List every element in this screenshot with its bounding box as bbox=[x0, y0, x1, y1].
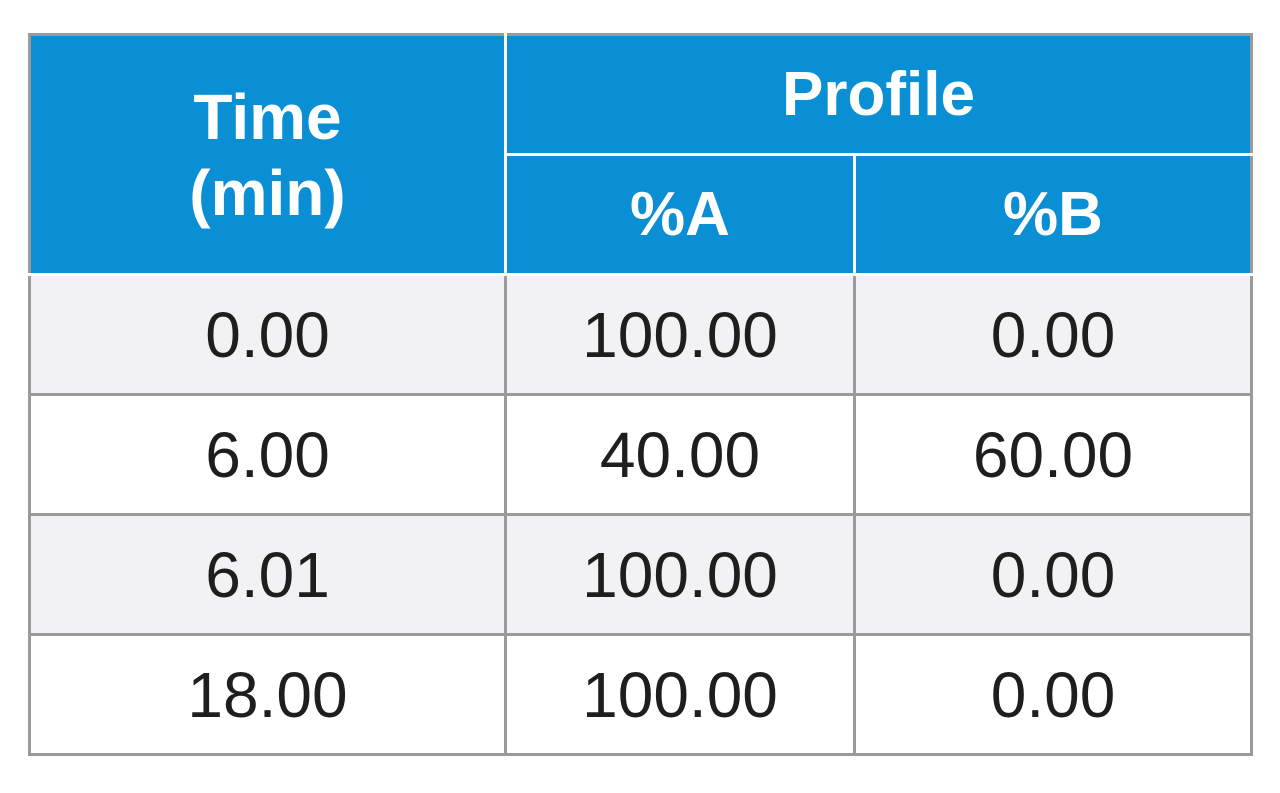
cell-time: 18.00 bbox=[28, 633, 507, 756]
header-row-2: %A %B bbox=[30, 153, 1253, 276]
table-row: 6.01 100.00 0.00 bbox=[28, 513, 1253, 636]
cell-percent-b: 0.00 bbox=[853, 633, 1253, 756]
table-header: Time (min) Profile %A %B bbox=[28, 33, 1253, 276]
header-time: Time (min) bbox=[28, 33, 507, 276]
header-percent-a: %A bbox=[504, 153, 856, 276]
header-time-unit: (min) bbox=[189, 156, 346, 229]
cell-percent-a: 100.00 bbox=[504, 513, 856, 636]
table-body: 0.00 100.00 0.00 6.00 40.00 60.00 6.01 1… bbox=[28, 273, 1253, 756]
cell-time: 6.01 bbox=[28, 513, 507, 636]
table-row: 0.00 100.00 0.00 bbox=[28, 273, 1253, 396]
cell-percent-b: 0.00 bbox=[853, 513, 1253, 636]
header-percent-b: %B bbox=[853, 153, 1253, 276]
cell-time: 0.00 bbox=[28, 273, 507, 396]
header-row-1: Time (min) Profile bbox=[28, 33, 1253, 276]
header-time-label: Time bbox=[193, 80, 342, 153]
cell-percent-a: 100.00 bbox=[504, 633, 856, 756]
cell-percent-a: 100.00 bbox=[504, 273, 856, 396]
gradient-profile-table: Time (min) Profile %A %B 0.00 100.00 0.0… bbox=[28, 33, 1253, 756]
table-row: 6.00 40.00 60.00 bbox=[28, 393, 1253, 516]
cell-percent-b: 0.00 bbox=[853, 273, 1253, 396]
cell-percent-b: 60.00 bbox=[853, 393, 1253, 516]
cell-time: 6.00 bbox=[28, 393, 507, 516]
table-row: 18.00 100.00 0.00 bbox=[28, 633, 1253, 756]
header-profile: Profile bbox=[504, 33, 1253, 156]
cell-percent-a: 40.00 bbox=[504, 393, 856, 516]
